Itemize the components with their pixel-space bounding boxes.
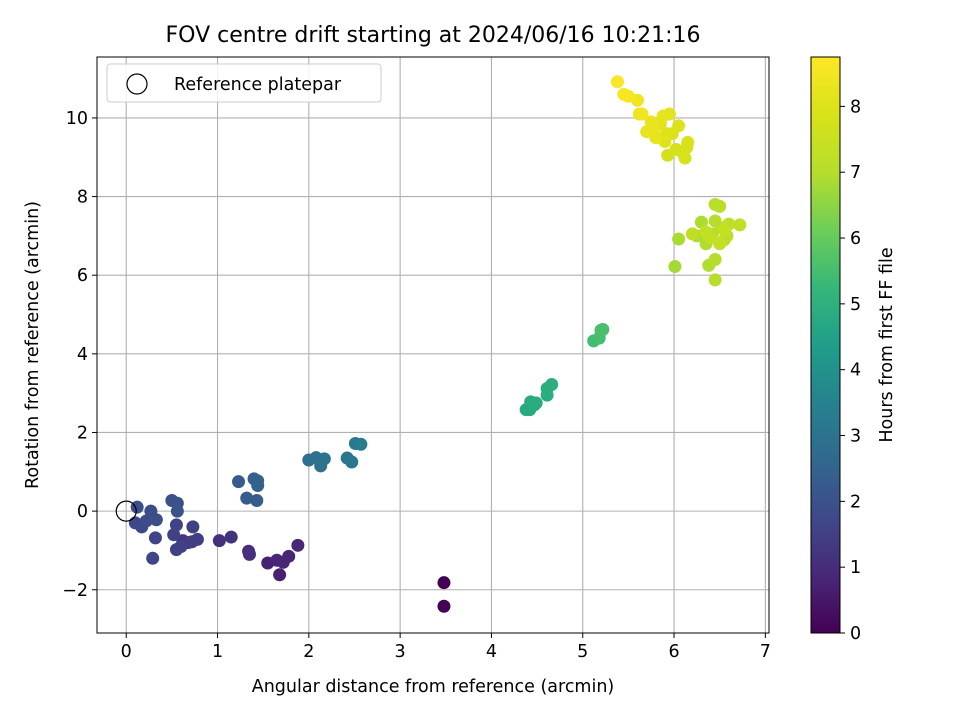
data-point [232,475,246,489]
x-tick-label: 6 [668,642,679,662]
data-point [250,494,264,508]
y-tick-label: 0 [77,502,88,522]
y-tick-label: 10 [66,109,88,129]
data-point [169,543,183,557]
x-tick-label: 0 [121,642,132,662]
data-point [242,547,256,561]
x-tick-label: 4 [486,642,497,662]
colorbar-gradient [810,56,841,634]
chart-title: FOV centre drift starting at 2024/06/16 … [166,23,701,48]
data-point [672,119,686,133]
x-tick-label: 2 [303,642,314,662]
colorbar-tick-label: 7 [850,163,861,183]
y-axis-label: Rotation from reference (arcmin) [23,201,43,489]
data-point [713,237,727,251]
data-point [170,504,184,518]
x-axis-ticks: 0 1 2 3 4 5 6 7 [121,633,771,662]
data-point [437,576,451,590]
data-point [130,500,144,514]
legend-box [106,63,382,103]
data-point [610,75,624,89]
data-point [733,218,747,232]
data-point [694,215,708,229]
colorbar-tick-label: 8 [850,97,861,117]
data-point [717,223,731,237]
data-point [640,125,654,139]
data-point [672,232,686,246]
colorbar-tick-label: 4 [850,361,861,381]
data-point [345,455,359,469]
data-point [681,135,695,149]
plot-frame [96,56,770,634]
data-point [240,491,254,505]
data-point [148,531,162,545]
colorbar-ticks: 0 1 2 3 4 5 6 7 8 [840,97,861,644]
scatter-points [128,75,747,613]
x-tick-label: 1 [212,642,223,662]
colorbar-tick-label: 2 [850,492,861,512]
data-point [644,115,658,129]
y-tick-label: 6 [77,266,88,286]
x-tick-label: 5 [577,642,588,662]
data-point [139,514,153,528]
colorbar-tick-label: 0 [850,624,861,644]
y-tick-label: −2 [62,581,88,601]
y-axis-ticks: −2 0 2 4 6 8 10 [62,109,97,601]
colorbar-tick-label: 6 [850,229,861,249]
data-point [713,199,727,213]
data-point [251,479,265,493]
grid [97,57,769,633]
data-point [224,530,238,544]
data-point [708,252,722,266]
legend-marker-open-circle [126,73,148,95]
data-point [273,568,287,582]
colorbar-tick-label: 5 [850,295,861,315]
data-point [186,520,200,534]
data-point [635,107,649,121]
y-tick-label: 2 [77,423,88,443]
data-point [596,322,610,336]
data-point [212,534,226,548]
legend-label: Reference platepar [174,75,342,95]
data-point [668,260,682,274]
data-point [317,452,331,466]
x-axis-label: Angular distance from reference (arcmin) [252,677,615,697]
reference-platepar-marker [115,500,137,522]
x-tick-label: 7 [760,642,771,662]
y-tick-label: 4 [77,345,88,365]
y-tick-label: 8 [77,188,88,208]
data-point [437,599,451,613]
data-point [291,538,305,552]
data-point [167,528,181,542]
data-point [617,87,631,101]
data-point [354,437,368,451]
data-point [545,378,559,392]
data-point [656,109,670,123]
data-point [146,551,160,565]
x-tick-label: 3 [395,642,406,662]
colorbar: 0 1 2 3 4 5 6 7 8 Hours from first FF file [810,56,897,644]
data-point [708,273,722,287]
data-point [529,396,543,410]
colorbar-tick-label: 1 [850,558,861,578]
colorbar-tick-label: 3 [850,427,861,447]
data-point [685,227,699,241]
colorbar-label: Hours from first FF file [877,247,897,442]
data-point [149,513,163,527]
data-point [169,518,183,532]
data-point [282,549,296,563]
legend: Reference platepar [106,63,382,103]
data-point [190,532,204,546]
